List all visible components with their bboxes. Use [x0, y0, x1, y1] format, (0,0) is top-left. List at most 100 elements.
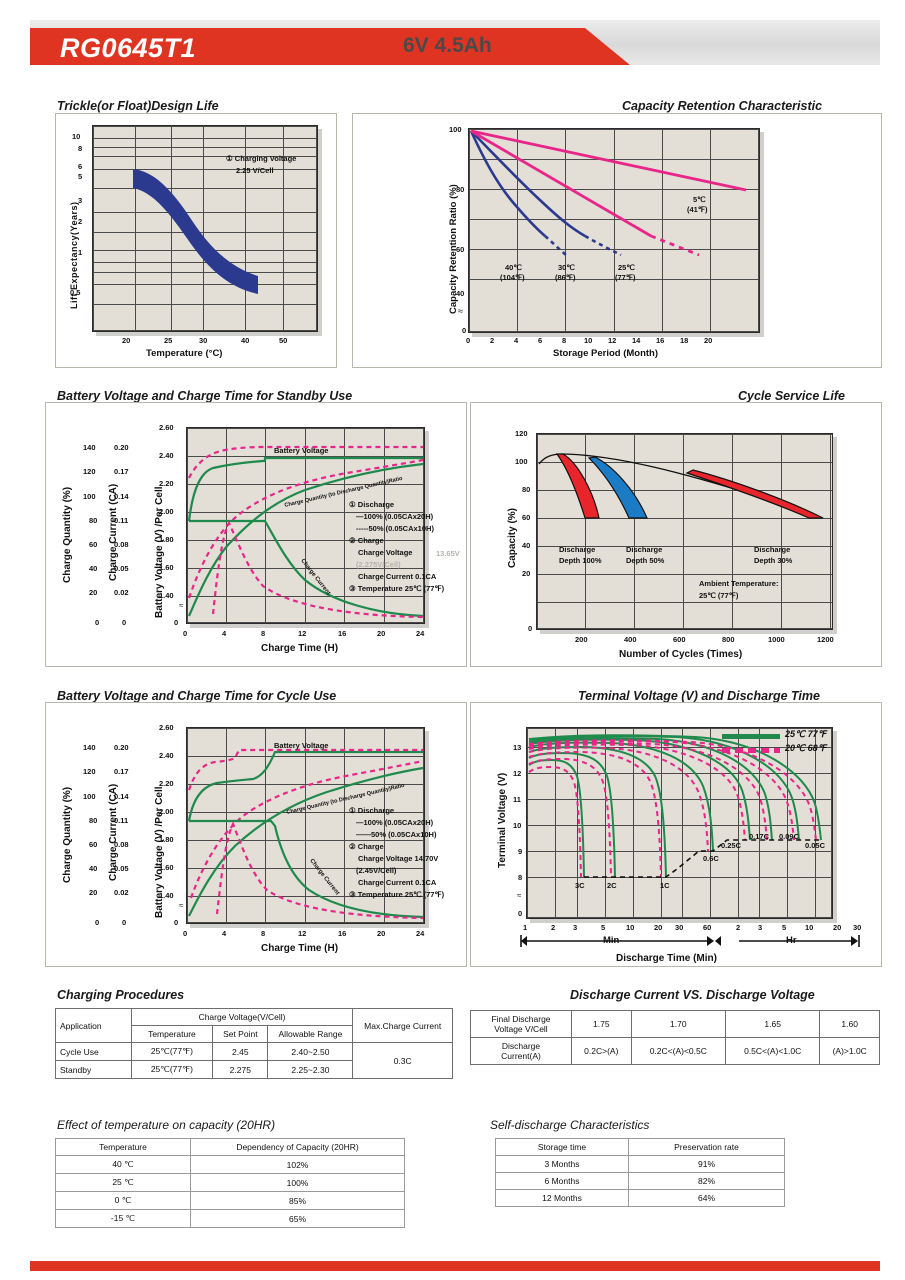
- cyclelife-plot-area: [536, 433, 833, 630]
- cell-discharge-current-1: 0.2C>(A): [571, 1037, 632, 1065]
- cell-temperature-cycle: 25℃(77℉): [130, 1042, 214, 1061]
- cycleuse-axis-break-icon: ≈: [179, 901, 184, 910]
- final-discharge-line1: Final Discharge: [491, 1014, 551, 1024]
- standby-legend-6: ③ Temperature 25℃ (77℉): [349, 584, 445, 593]
- standby-chart-panel: 140 120 100 80 60 40 20 0 0.20 0.17 0.14…: [45, 402, 467, 667]
- trickle-note-line1: ① Charging Voltage: [226, 154, 297, 163]
- cell-range-cycle: 2.40~2.50: [267, 1042, 354, 1061]
- cycleuse-y-label-quantity: Charge Quantity (%): [62, 786, 73, 883]
- retention-label-30c: 30℃: [558, 263, 575, 272]
- table-header-row: Storage time Preservation rate: [495, 1138, 785, 1156]
- cell-dep-neg15: 65%: [190, 1209, 405, 1228]
- cell-temp-25: 25 ℃: [55, 1173, 191, 1192]
- th-max-charge-current: Max.Charge Current: [352, 1008, 453, 1043]
- terminal-rate-06c: 0.6C: [703, 854, 719, 863]
- cycleuse-chart-panel: 140 120 100 80 60 40 20 0 0.20 0.17 0.14…: [45, 702, 467, 967]
- standby-axis-break-icon: ≈: [179, 601, 184, 610]
- cell-discharge-current-3: 0.5C<(A)<1.0C: [724, 1037, 821, 1065]
- th-preservation-rate: Preservation rate: [628, 1138, 785, 1156]
- standby-legend-2: -----50% (0.05CAx10H): [356, 524, 434, 533]
- terminal-legend-swatch-25c: [722, 734, 780, 739]
- terminal-rate-025c: 0.25C: [721, 841, 742, 850]
- cyclelife-chart-title: Cycle Service Life: [738, 389, 846, 403]
- discharge-current-line1: Discharge: [501, 1041, 541, 1051]
- terminal-legend-swatch-20c: [722, 748, 780, 753]
- table-row: Final Discharge Voltage V/Cell 1.75 1.70…: [470, 1010, 880, 1038]
- terminal-rate-005c: 0.05C: [805, 841, 826, 850]
- standby-legend-3: ② Charge: [349, 536, 384, 545]
- cyclelife-band3-line2: Depth 30%: [754, 556, 793, 565]
- self-discharge-table-title: Self-discharge Characteristics: [490, 1118, 650, 1132]
- table-row: 25 ℃ 100%: [55, 1173, 405, 1192]
- terminal-rate-1c: 1C: [660, 881, 670, 890]
- standby-y-label-quantity: Charge Quantity (%): [62, 486, 73, 583]
- cell-range-standby: 2.25~2.30: [267, 1060, 354, 1079]
- cell-dep-40: 102%: [190, 1155, 405, 1174]
- table-row: 40 ℃ 102%: [55, 1155, 405, 1174]
- cyclelife-x-label: Number of Cycles (Times): [619, 649, 743, 660]
- cell-temp-40: 40 ℃: [55, 1155, 191, 1174]
- standby-legend-5: Charge Current 0.1CA: [358, 572, 437, 581]
- final-discharge-line2: Voltage V/Cell: [494, 1024, 548, 1034]
- cycleuse-legend-4: Charge Voltage 14.70V: [358, 854, 439, 863]
- retention-chart-title: Capacity Retention Characteristic: [622, 99, 823, 113]
- temp-effect-table-title: Effect of temperature on capacity (20HR): [57, 1118, 276, 1132]
- standby-curves: [187, 445, 424, 619]
- cell-temp-neg15: -15 ℃: [55, 1209, 191, 1228]
- standby-charge-voltage-percell: (2.275V/Cell): [356, 560, 401, 569]
- cycleuse-legend-5: (2.45V/Cell): [356, 866, 397, 875]
- th-application: Application: [55, 1008, 132, 1043]
- retention-label-25f: (77℉): [615, 273, 636, 282]
- terminal-y-label: Terminal Voltage (V): [497, 772, 508, 868]
- terminal-unit-hr: Hr: [786, 935, 797, 946]
- standby-y-label-current: Charge Current (CA): [108, 483, 119, 581]
- table-row: Cycle Use 25℃(77℉) 2.45 2.40~2.50 0.3C: [55, 1042, 453, 1079]
- th-temperature: Temperature: [130, 1025, 214, 1043]
- cell-application-cycle: Cycle Use: [55, 1042, 132, 1061]
- terminal-rate-017c: 0.17C: [749, 832, 770, 841]
- table-row: 12 Months 64%: [495, 1189, 785, 1207]
- terminal-x-label: Discharge Time (Min): [616, 953, 717, 964]
- cell-temp-0: 0 ℃: [55, 1191, 191, 1210]
- th-allowable-range: Allowable Range: [267, 1025, 354, 1043]
- table-row: 6 Months 82%: [495, 1172, 785, 1190]
- retention-label-5f: (41℉): [687, 205, 708, 214]
- cyclelife-ambient-line1: Ambient Temperature:: [699, 579, 779, 588]
- standby-x-label: Charge Time (H): [261, 643, 339, 654]
- cell-storage-3m: 3 Months: [495, 1155, 629, 1173]
- cycleuse-legend-3: ② Charge: [349, 842, 384, 851]
- standby-legend-4: Charge Voltage: [358, 548, 413, 557]
- retention-label-40c: 40℃: [505, 263, 522, 272]
- standby-legend-0: ① Discharge: [349, 500, 395, 509]
- cell-dep-25: 100%: [190, 1173, 405, 1192]
- cell-discharge-current-4: (A)>1.0C: [819, 1037, 880, 1065]
- table-header-row: Temperature Dependency of Capacity (20HR…: [55, 1138, 405, 1156]
- terminal-axis-break-icon: ≈: [517, 891, 522, 900]
- battery-model: RG0645T1: [60, 33, 197, 63]
- th-storage-time: Storage time: [495, 1138, 629, 1156]
- cyclelife-band1-line2: Depth 100%: [559, 556, 602, 565]
- trickle-chart-panel: 10 8 6 5 3 2 1 0.5 20 25 30 40 50 Temper…: [55, 113, 337, 368]
- th-charge-voltage: Charge Voltage(V/Cell): [130, 1008, 354, 1026]
- retention-label-40f: (104℉): [500, 273, 525, 282]
- terminal-rate-3c: 3C: [575, 881, 585, 890]
- retention-label-30f: (86℉): [555, 273, 576, 282]
- cycleuse-chart-title: Battery Voltage and Charge Time for Cycl…: [57, 689, 337, 703]
- standby-charge-voltage-value: 13.65V: [436, 549, 460, 558]
- table-subheader-row: Temperature Set Point Allowable Range: [56, 1025, 453, 1043]
- discharge-voltage-table: Final Discharge Voltage V/Cell 1.75 1.70…: [470, 1010, 880, 1065]
- retention-plot-area: [468, 128, 760, 333]
- table-row: -15 ℃ 65%: [55, 1209, 405, 1228]
- standby-y-label-voltage: Battery Voltage (V) /Per Cell: [154, 486, 165, 618]
- cycleuse-curve-label-voltage: Battery Voltage: [274, 741, 329, 750]
- cell-setpoint-standby: 2.275: [212, 1060, 269, 1079]
- retention-axis-break-icon: ≈: [458, 306, 463, 316]
- trickle-y-label: Lift Expectancy(Years): [69, 201, 79, 309]
- cycleuse-plot-area: [186, 727, 425, 924]
- table-row: 0 ℃ 85%: [55, 1191, 405, 1210]
- footer-red-bar: [30, 1261, 880, 1271]
- standby-curve-label-voltage: Battery Voltage: [274, 446, 329, 455]
- terminal-legend-label-20c: 20℃ 68℉: [785, 743, 827, 753]
- header-red-banner: [30, 28, 630, 65]
- cell-final-voltage-1: 1.75: [571, 1010, 632, 1038]
